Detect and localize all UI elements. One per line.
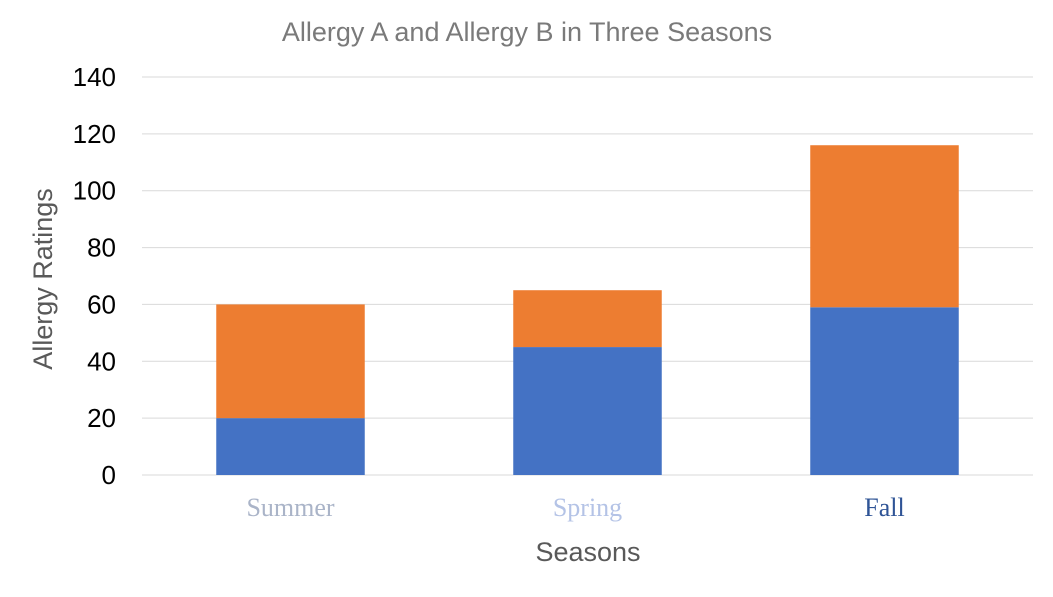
x-category-label: Spring	[553, 493, 622, 522]
x-axis-title: Seasons	[535, 537, 640, 567]
bar-segment-series-1	[810, 307, 959, 475]
y-tick-label: 140	[73, 62, 116, 92]
bar-segment-series-2	[513, 290, 662, 348]
y-axis-ticks: 0 20 40 60 80 100 120 140	[73, 62, 116, 490]
y-tick-label: 120	[73, 119, 116, 149]
bar-segment-series-1	[216, 418, 365, 475]
x-category-label: Fall	[864, 493, 904, 522]
bar-segment-series-2	[810, 145, 959, 308]
bar-segment-series-1	[513, 347, 662, 475]
chart-title: Allergy A and Allergy B in Three Seasons	[282, 17, 772, 47]
y-tick-label: 0	[102, 460, 116, 490]
x-axis-categories: Summer Spring Fall	[246, 493, 904, 522]
y-tick-label: 40	[87, 346, 116, 376]
bar-segment-series-2	[216, 304, 365, 419]
y-tick-label: 80	[87, 233, 116, 263]
y-axis-title: Allergy Ratings	[28, 188, 58, 370]
y-tick-label: 20	[87, 403, 116, 433]
x-category-label: Summer	[246, 493, 334, 522]
y-tick-label: 60	[87, 289, 116, 319]
y-tick-label: 100	[73, 176, 116, 206]
bars	[216, 145, 959, 475]
